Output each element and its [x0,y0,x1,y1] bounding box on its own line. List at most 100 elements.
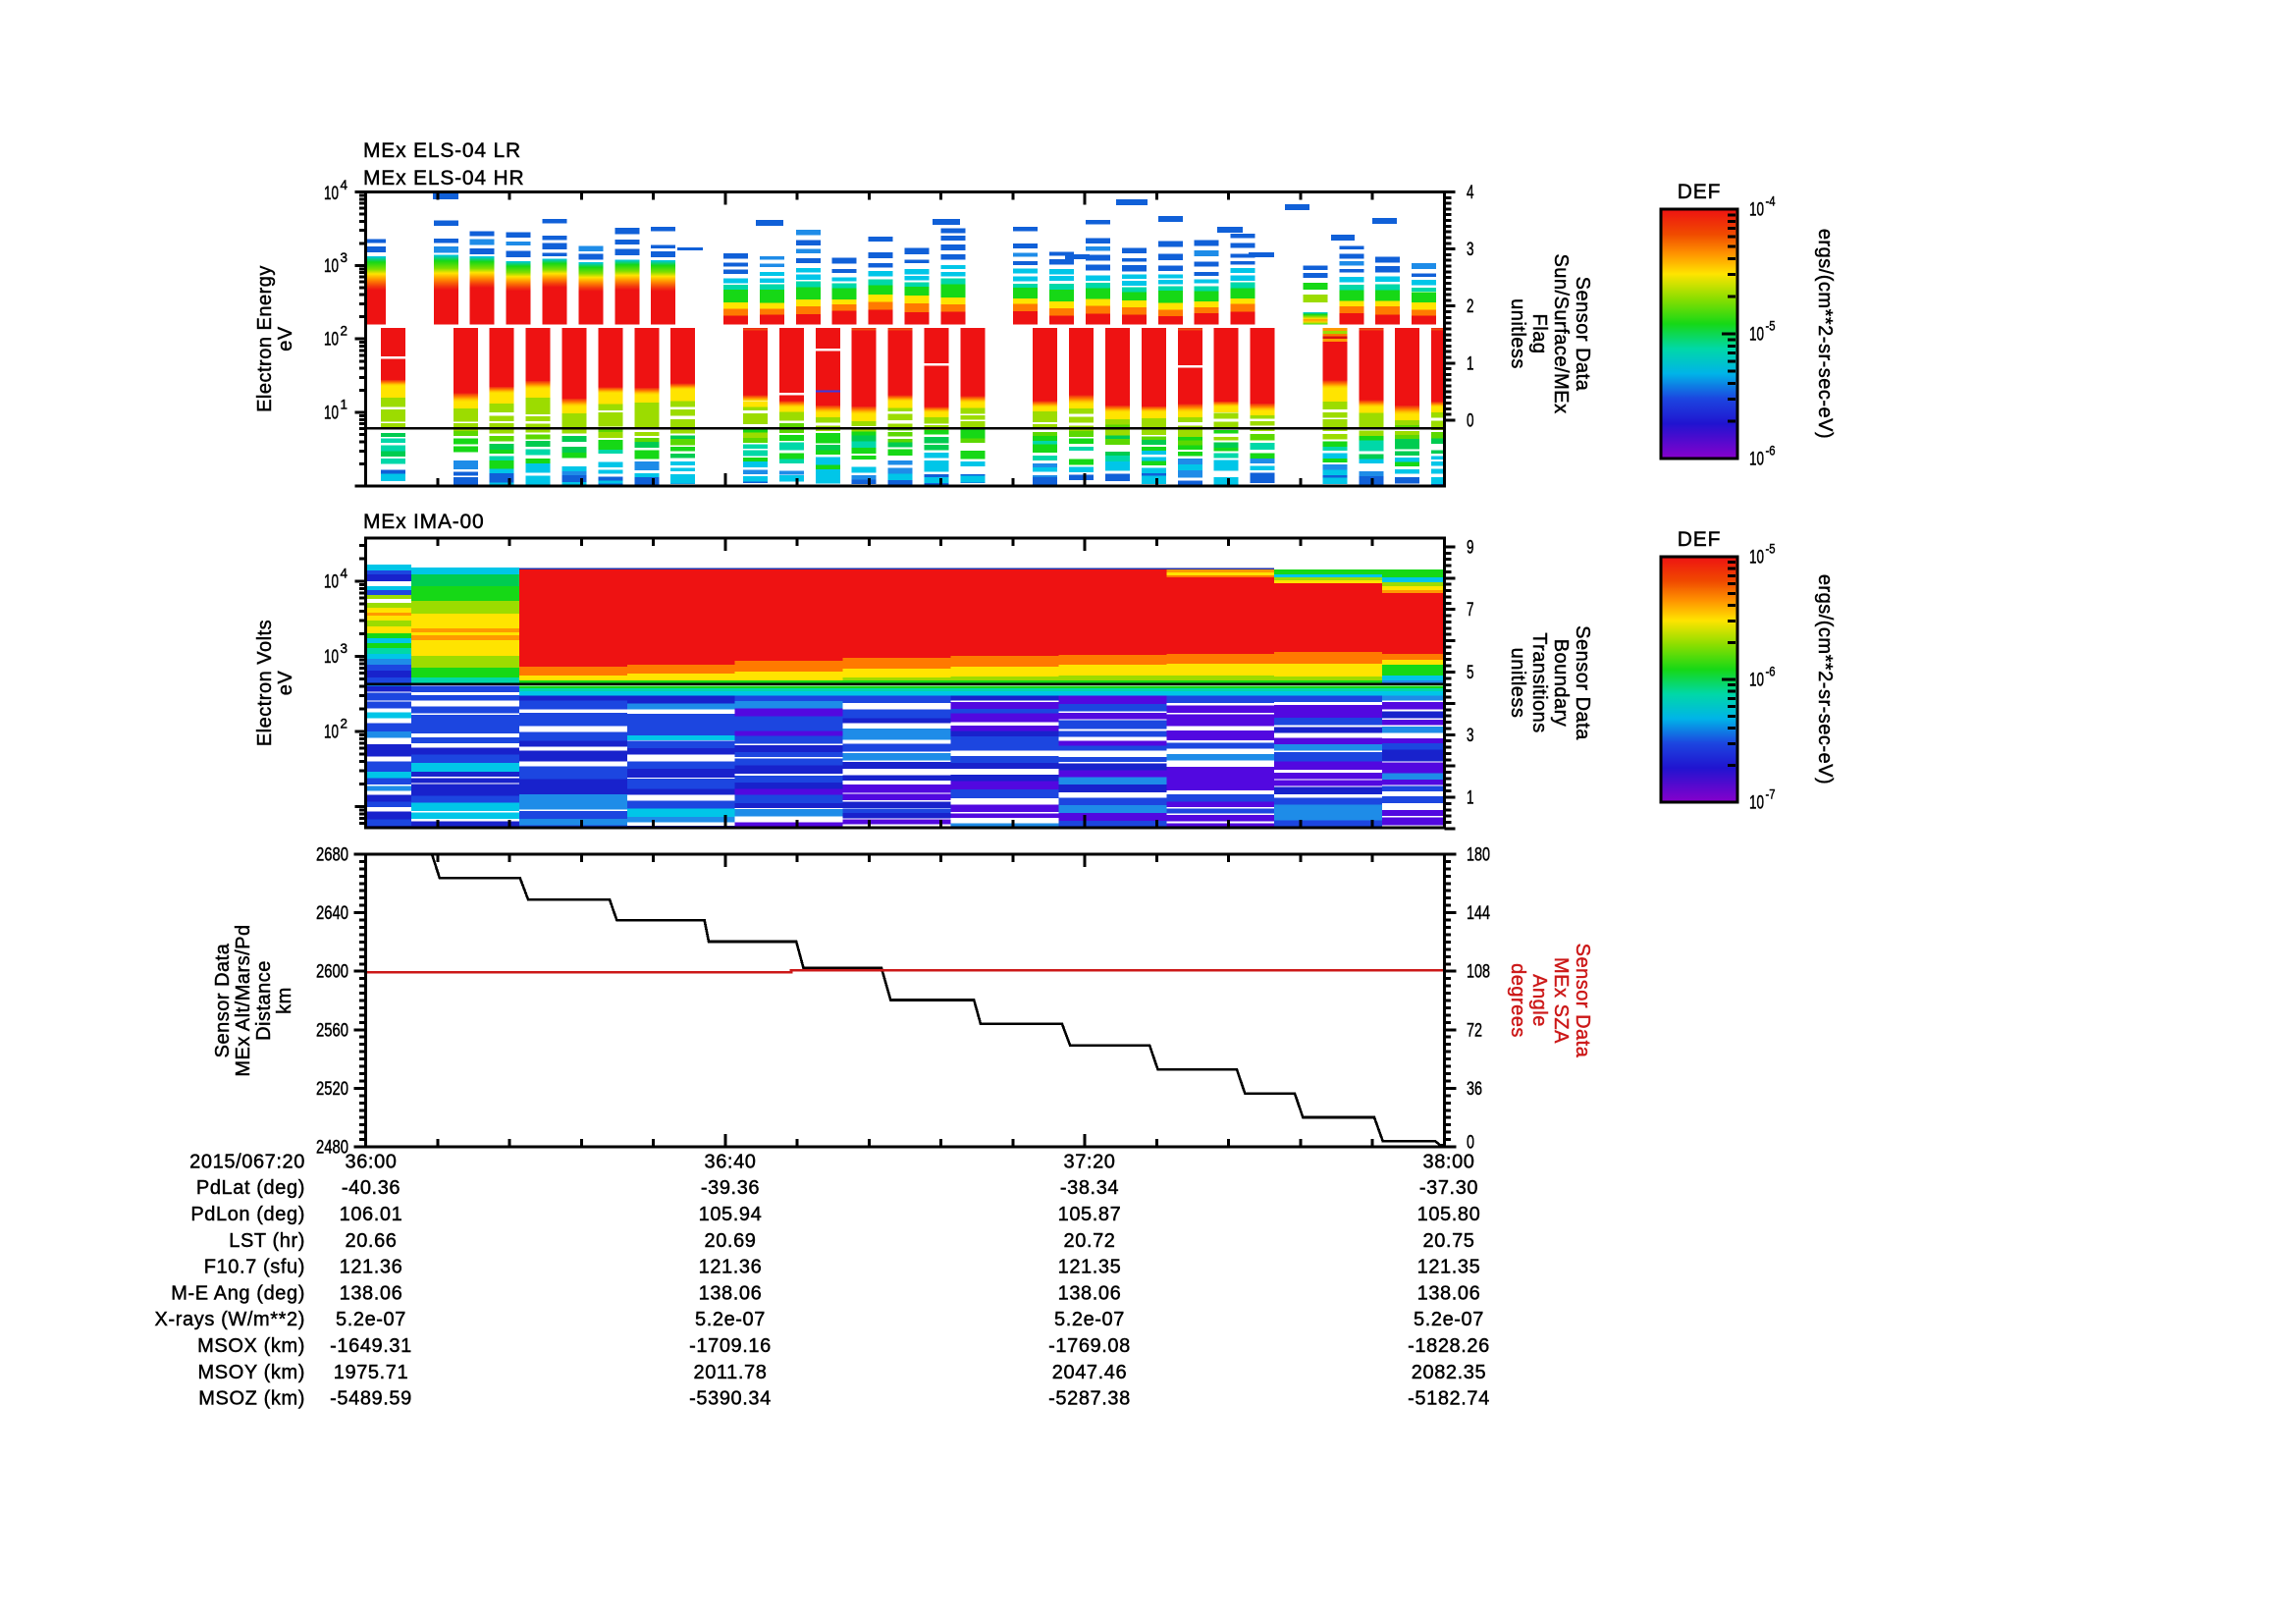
svg-text:Electron Energy: Electron Energy [254,265,276,412]
svg-text:Sensor Data: Sensor Data [1572,277,1593,392]
svg-text:10: 10 [324,572,339,593]
svg-text:20.75: 20.75 [1422,1230,1474,1252]
svg-text:-39.36: -39.36 [701,1177,760,1199]
svg-text:1: 1 [1467,353,1474,374]
svg-text:105.94: 105.94 [699,1204,763,1225]
svg-text:-5390.34: -5390.34 [689,1388,772,1410]
svg-text:105.87: 105.87 [1058,1204,1122,1225]
svg-text:138.06: 138.06 [1417,1282,1481,1304]
svg-text:MEx ELS-04 HR: MEx ELS-04 HR [363,167,524,189]
svg-text:PdLon (deg): PdLon (deg) [190,1204,305,1225]
svg-text:138.06: 138.06 [699,1282,763,1304]
svg-text:Sun/Surface/MEx: Sun/Surface/MEx [1550,253,1572,413]
svg-text:unitless: unitless [1507,298,1528,369]
svg-text:2: 2 [341,716,348,731]
svg-text:36: 36 [1467,1079,1482,1100]
svg-text:-1828.26: -1828.26 [1408,1335,1490,1357]
svg-text:DEF: DEF [1678,528,1721,551]
svg-text:5.2e-07: 5.2e-07 [1414,1309,1484,1330]
svg-text:5: 5 [1467,663,1474,683]
svg-text:10: 10 [324,256,339,277]
svg-text:10: 10 [1749,548,1764,568]
svg-text:Boundary: Boundary [1550,639,1572,728]
svg-text:-1649.31: -1649.31 [330,1335,412,1357]
svg-text:eV: eV [275,671,296,696]
svg-text:121.36: 121.36 [340,1257,403,1278]
svg-text:1: 1 [1467,788,1474,809]
svg-text:2011.78: 2011.78 [693,1362,767,1383]
svg-text:2: 2 [341,323,348,339]
svg-text:Sensor Data: Sensor Data [1572,625,1593,740]
svg-text:5.2e-07: 5.2e-07 [336,1309,406,1330]
svg-text:108: 108 [1467,962,1490,983]
svg-text:LST (hr): LST (hr) [229,1230,305,1252]
svg-text:7: 7 [1467,600,1474,621]
svg-text:180: 180 [1467,845,1490,866]
svg-text:10: 10 [324,184,339,204]
svg-text:MEx ELS-04 LR: MEx ELS-04 LR [363,139,521,162]
svg-text:10: 10 [1749,325,1764,346]
svg-text:2: 2 [1467,297,1474,317]
svg-text:10: 10 [324,404,339,424]
svg-text:138.06: 138.06 [340,1282,403,1304]
svg-text:-1769.08: -1769.08 [1048,1335,1131,1357]
svg-text:DEF: DEF [1678,181,1721,203]
svg-text:MSOX (km): MSOX (km) [197,1335,305,1357]
svg-text:2520: 2520 [316,1079,348,1100]
svg-text:eV: eV [275,326,296,352]
svg-text:-5489.59: -5489.59 [330,1388,412,1410]
svg-text:2082.35: 2082.35 [1412,1362,1487,1383]
svg-text:degrees: degrees [1507,963,1528,1038]
svg-text:MEx SZA: MEx SZA [1550,957,1572,1044]
svg-text:2600: 2600 [316,962,348,983]
svg-text:MSOZ (km): MSOZ (km) [198,1388,305,1410]
svg-text:-4: -4 [1766,193,1776,209]
svg-text:2047.46: 2047.46 [1052,1362,1128,1383]
svg-text:F10.7 (sfu): F10.7 (sfu) [204,1257,305,1278]
svg-text:10: 10 [1749,671,1764,691]
svg-text:-5182.74: -5182.74 [1408,1388,1490,1410]
svg-text:1975.71: 1975.71 [334,1362,409,1383]
svg-text:105.80: 105.80 [1417,1204,1481,1225]
svg-text:2015/067:20: 2015/067:20 [189,1151,305,1172]
svg-text:-37.30: -37.30 [1419,1177,1478,1199]
svg-text:36:40: 36:40 [704,1151,756,1172]
svg-text:ergs/(cm**2-sr-sec-eV): ergs/(cm**2-sr-sec-eV) [1814,229,1836,439]
svg-text:138.06: 138.06 [1058,1282,1122,1304]
svg-text:72: 72 [1467,1020,1482,1041]
svg-text:MEx IMA-00: MEx IMA-00 [363,511,485,533]
svg-text:10: 10 [324,723,339,743]
svg-text:106.01: 106.01 [340,1204,403,1225]
svg-text:-5: -5 [1766,541,1776,557]
svg-text:10: 10 [324,330,339,351]
svg-text:10: 10 [1749,200,1764,221]
svg-text:10: 10 [1749,450,1764,470]
svg-text:Sensor Data: Sensor Data [212,943,234,1057]
svg-text:Sensor Data: Sensor Data [1572,944,1593,1058]
svg-text:4: 4 [341,566,348,581]
svg-text:121.36: 121.36 [699,1257,763,1278]
svg-text:3: 3 [341,640,348,656]
svg-text:unitless: unitless [1507,648,1528,719]
svg-text:10: 10 [1749,793,1764,814]
svg-text:-6: -6 [1766,664,1776,679]
svg-text:ergs/(cm**2-sr-sec-eV): ergs/(cm**2-sr-sec-eV) [1814,574,1836,784]
svg-text:2560: 2560 [316,1020,348,1041]
svg-text:5.2e-07: 5.2e-07 [1054,1309,1125,1330]
svg-text:4: 4 [1467,183,1474,203]
svg-text:1: 1 [341,397,348,412]
svg-text:-6: -6 [1766,443,1776,459]
svg-text:2680: 2680 [316,845,348,866]
svg-text:3: 3 [341,249,348,265]
svg-text:3: 3 [1467,726,1474,746]
svg-text:4: 4 [341,177,348,192]
svg-text:144: 144 [1467,903,1490,924]
svg-text:Electron Volts: Electron Volts [254,620,276,746]
svg-text:0: 0 [1467,410,1474,431]
svg-text:2480: 2480 [316,1138,348,1159]
svg-text:Distance: Distance [253,960,275,1041]
svg-text:MSOY (km): MSOY (km) [198,1362,305,1383]
svg-text:Transitions: Transitions [1528,632,1550,733]
svg-text:36:00: 36:00 [345,1151,397,1172]
svg-text:Angle: Angle [1528,974,1550,1027]
